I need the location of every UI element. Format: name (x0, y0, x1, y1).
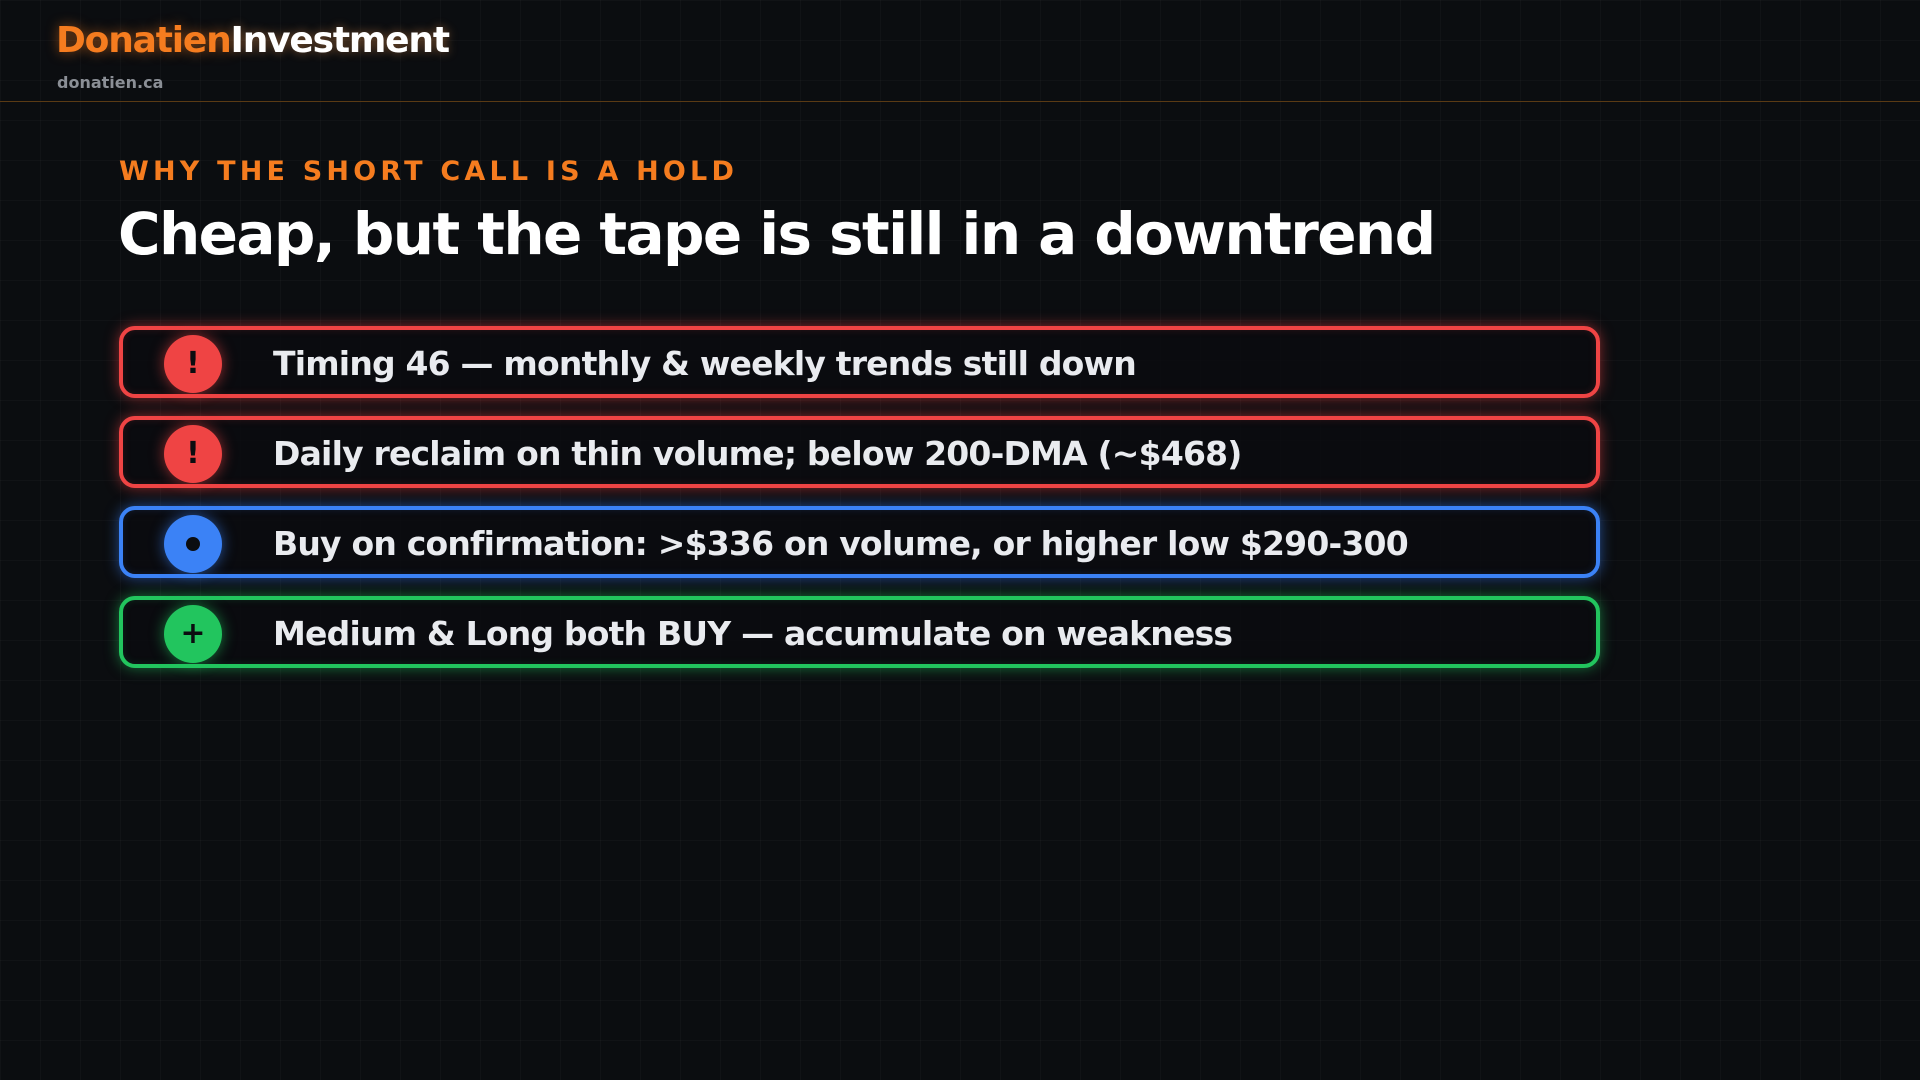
brand-logo: DonatienInvestment (56, 20, 451, 61)
point-card: ! Daily reclaim on thin volume; below 20… (119, 416, 1600, 488)
dot-glyph (186, 537, 200, 551)
point-text: Buy on confirmation: >$336 on volume, or… (273, 524, 1409, 563)
point-list: ! Timing 46 — monthly & weekly trends st… (119, 326, 1600, 686)
header-bar: DonatienInvestment donatien.ca (0, 0, 1920, 102)
slide-title: Cheap, but the tape is still in a downtr… (118, 200, 1436, 268)
exclamation-icon: ! (164, 425, 222, 483)
plus-icon: + (164, 605, 222, 663)
exclamation-icon: ! (164, 335, 222, 393)
point-text: Timing 46 — monthly & weekly trends stil… (273, 344, 1137, 383)
point-card: ! Timing 46 — monthly & weekly trends st… (119, 326, 1600, 398)
point-card: + Medium & Long both BUY — accumulate on… (119, 596, 1600, 668)
brand-primary: Donatien (56, 20, 232, 61)
point-text: Medium & Long both BUY — accumulate on w… (273, 614, 1233, 653)
section-eyebrow: WHY THE SHORT CALL IS A HOLD (119, 156, 739, 187)
dot-icon (164, 515, 222, 573)
point-text: Daily reclaim on thin volume; below 200-… (273, 434, 1242, 473)
point-card: Buy on confirmation: >$336 on volume, or… (119, 506, 1600, 578)
domain-label: donatien.ca (57, 73, 164, 92)
brand-secondary: Investment (230, 20, 451, 61)
